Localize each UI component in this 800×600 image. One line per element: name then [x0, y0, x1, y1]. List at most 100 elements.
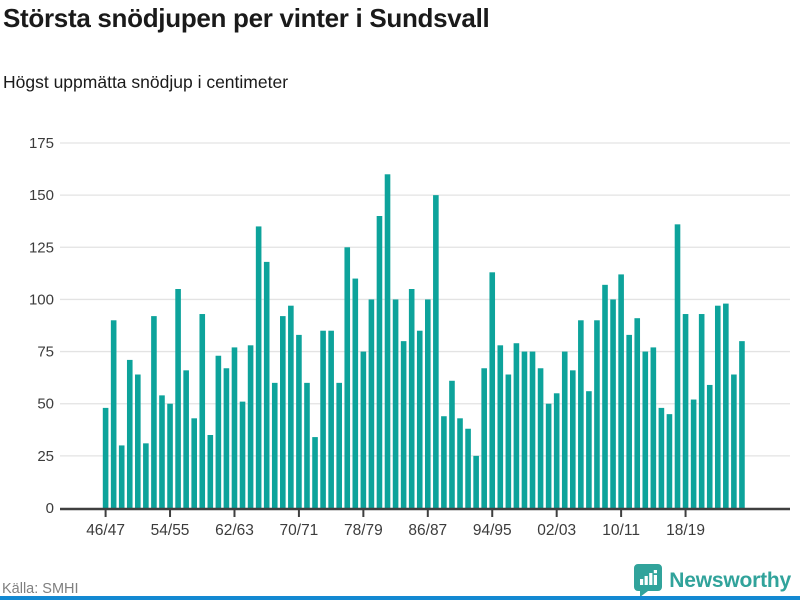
bar-66/67 [263, 261, 270, 508]
x-tick-label-86/87: 86/87 [408, 522, 447, 539]
bar-chart-svg: 0 25 50 75 100 125 150 175 46/47 54/55 62/63 70/71 7… [29, 135, 790, 539]
bar-12/13 [634, 318, 641, 508]
y-tick-label-150: 150 [29, 187, 54, 204]
bar-81/82 [384, 174, 391, 508]
x-tick-label-10/11: 10/11 [602, 522, 640, 539]
bar-61/62 [223, 368, 230, 508]
bar-85/86 [416, 330, 423, 508]
bar-71/72 [304, 382, 310, 508]
bar-94/95 [489, 272, 496, 508]
bar-03/04 [561, 351, 568, 508]
bar-21/22 [706, 384, 713, 508]
bar-60/61 [215, 355, 222, 508]
bar-55/56 [175, 289, 181, 508]
bar-89/90 [449, 380, 455, 508]
newsworthy-wordmark: Newsworthy [669, 568, 791, 592]
bar-47/48 [110, 320, 117, 508]
bar-51/52 [143, 443, 149, 508]
bar-54/55 [167, 403, 173, 508]
bar-48/49 [118, 445, 125, 508]
bar-15/16 [658, 407, 665, 508]
x-tick-label-78/79: 78/79 [344, 522, 383, 539]
bar-82/83 [392, 299, 399, 508]
x-tick-label-94/95: 94/95 [473, 522, 512, 539]
bar-10/11 [618, 274, 624, 508]
bar-68/69 [280, 316, 286, 508]
bar-22/23 [714, 305, 721, 508]
x-tick-label-70/71: 70/71 [280, 522, 319, 539]
bar-02/03 [553, 393, 560, 508]
bar-52/53 [151, 316, 157, 508]
bar-64/65 [247, 345, 254, 508]
bar-92/93 [473, 455, 479, 508]
bar-25/26 [739, 341, 745, 508]
y-tick-label-0: 0 [46, 500, 54, 517]
bar-75/76 [336, 382, 342, 508]
bar-99/00 [529, 351, 536, 508]
bar-05/06 [578, 320, 584, 508]
bar-78/79 [360, 351, 367, 508]
bar-23/24 [723, 303, 729, 508]
bar-97/98 [513, 343, 520, 508]
bar-59/60 [207, 435, 214, 508]
page-title: Största snödjupen per vinter i Sundsvall [3, 3, 490, 33]
x-tick-label-18/19: 18/19 [666, 522, 705, 539]
y-tick-label-50: 50 [37, 396, 54, 413]
newsworthy-logo-icon [634, 564, 663, 597]
bar-86/87 [425, 299, 431, 508]
y-tick-label-125: 125 [29, 239, 54, 256]
x-tick-label-62/63: 62/63 [215, 522, 254, 539]
bar-24/25 [731, 374, 737, 508]
bar-49/50 [126, 359, 133, 508]
bar-79/80 [368, 299, 375, 508]
bar-07/08 [594, 320, 600, 508]
bar-20/21 [698, 314, 705, 508]
bar-93/94 [481, 368, 487, 508]
bar-06/07 [586, 391, 592, 508]
bar-11/12 [626, 334, 632, 508]
bar-53/54 [159, 395, 165, 508]
bar-01/02 [545, 403, 552, 508]
bar-95/96 [497, 345, 504, 508]
y-tick-label-100: 100 [29, 291, 54, 308]
bar-70/71 [296, 334, 302, 508]
bar-17/18 [674, 224, 681, 508]
bar-56/57 [183, 370, 189, 508]
chart-subtitle: Högst uppmätta snödjup i centimeter [3, 72, 289, 92]
bar-87/88 [433, 195, 439, 508]
bar-04/05 [569, 370, 576, 508]
bar-88/89 [441, 416, 447, 508]
bar-83/84 [400, 341, 407, 508]
bar-96/97 [505, 374, 512, 508]
bar-09/10 [610, 299, 616, 508]
bar-50/51 [135, 374, 141, 508]
x-tick-label-02/03: 02/03 [537, 522, 576, 539]
bar-80/81 [376, 216, 383, 508]
bar-67/68 [271, 382, 278, 508]
source-label: Källa: SMHI [2, 581, 79, 597]
bar-58/59 [199, 314, 206, 508]
bar-16/17 [666, 414, 673, 508]
bottom-accent-strip [0, 596, 800, 600]
bar-69/70 [288, 305, 294, 508]
bar-57/58 [191, 418, 197, 508]
bar-chart: 0 25 50 75 100 125 150 175 46/47 54/55 62/63 70/71 7… [0, 128, 800, 548]
bar-84/85 [408, 289, 415, 508]
bar-62/63 [231, 347, 238, 508]
x-tick-label-46/47: 46/47 [86, 522, 125, 539]
bar-77/78 [352, 278, 359, 508]
bar-18/19 [682, 314, 689, 508]
bar-08/09 [602, 284, 608, 508]
bar-13/14 [642, 351, 649, 508]
bar-72/73 [312, 437, 318, 508]
x-tick-label-54/55: 54/55 [151, 522, 190, 539]
y-tick-label-175: 175 [29, 135, 54, 152]
y-tick-label-25: 25 [37, 448, 54, 465]
bar-19/20 [690, 399, 697, 508]
bar-91/92 [465, 428, 471, 508]
bar-00/01 [537, 368, 544, 508]
bar-63/64 [239, 401, 246, 508]
bar-74/75 [328, 330, 334, 508]
y-tick-label-75: 75 [37, 344, 54, 361]
bar-90/91 [457, 418, 463, 508]
